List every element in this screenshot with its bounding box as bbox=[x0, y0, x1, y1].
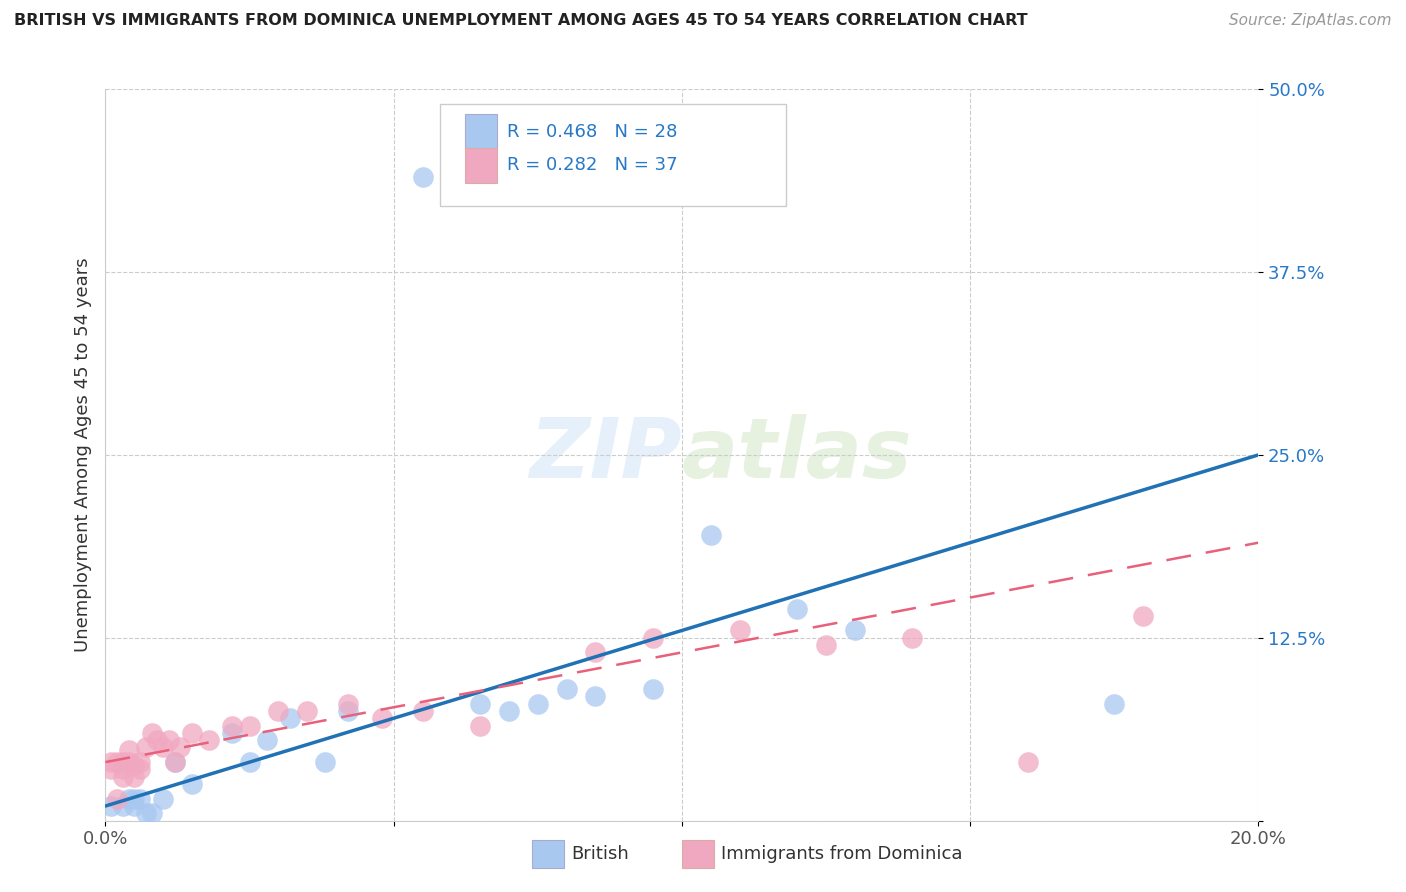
Point bbox=[526, 697, 548, 711]
Text: atlas: atlas bbox=[682, 415, 912, 495]
Text: ZIP: ZIP bbox=[529, 415, 682, 495]
Point bbox=[297, 704, 319, 718]
Text: Immigrants from Dominica: Immigrants from Dominica bbox=[721, 846, 963, 863]
Point bbox=[135, 740, 157, 755]
Point bbox=[117, 791, 139, 805]
Point bbox=[111, 799, 134, 814]
Point bbox=[239, 718, 262, 732]
Point bbox=[1017, 755, 1039, 769]
Point bbox=[641, 681, 665, 696]
Point bbox=[100, 799, 122, 814]
Point bbox=[411, 704, 433, 718]
Point bbox=[141, 726, 163, 740]
Text: R = 0.282   N = 37: R = 0.282 N = 37 bbox=[506, 156, 678, 174]
Point bbox=[585, 690, 607, 704]
FancyBboxPatch shape bbox=[440, 103, 786, 206]
Point bbox=[221, 718, 243, 732]
Point bbox=[641, 631, 665, 645]
Point bbox=[411, 169, 433, 184]
Text: Source: ZipAtlas.com: Source: ZipAtlas.com bbox=[1229, 13, 1392, 29]
Point bbox=[129, 791, 152, 805]
Point bbox=[901, 631, 924, 645]
Point bbox=[124, 799, 146, 814]
Point bbox=[699, 528, 723, 542]
Point bbox=[163, 755, 186, 769]
Point bbox=[256, 733, 278, 747]
Point bbox=[141, 806, 163, 821]
Point bbox=[117, 755, 139, 769]
Point bbox=[1102, 697, 1125, 711]
Point bbox=[124, 758, 146, 772]
Point bbox=[135, 806, 157, 821]
Point bbox=[180, 777, 202, 791]
Point bbox=[314, 755, 336, 769]
Point bbox=[239, 755, 262, 769]
Point bbox=[157, 733, 180, 747]
Point bbox=[468, 697, 492, 711]
Point bbox=[105, 755, 128, 769]
Point bbox=[169, 740, 191, 755]
Point bbox=[124, 791, 146, 805]
Point bbox=[585, 645, 607, 659]
Bar bbox=[682, 840, 714, 868]
Point bbox=[129, 763, 152, 777]
Point bbox=[198, 733, 221, 747]
Point bbox=[1132, 608, 1154, 623]
Point bbox=[152, 740, 174, 755]
Point bbox=[111, 763, 134, 777]
Bar bbox=[465, 148, 498, 183]
Point bbox=[336, 704, 359, 718]
Text: BRITISH VS IMMIGRANTS FROM DOMINICA UNEMPLOYMENT AMONG AGES 45 TO 54 YEARS CORRE: BRITISH VS IMMIGRANTS FROM DOMINICA UNEM… bbox=[14, 13, 1028, 29]
Point bbox=[468, 718, 492, 732]
Point bbox=[129, 755, 152, 769]
Point bbox=[105, 791, 128, 805]
Point bbox=[100, 763, 122, 777]
Point bbox=[728, 624, 751, 638]
Point bbox=[844, 624, 866, 638]
Point bbox=[278, 711, 301, 725]
Point bbox=[555, 681, 578, 696]
Point bbox=[498, 704, 520, 718]
Point bbox=[111, 755, 134, 769]
Point bbox=[163, 755, 186, 769]
Point bbox=[815, 638, 838, 652]
Point bbox=[117, 743, 139, 757]
Point bbox=[180, 726, 202, 740]
Y-axis label: Unemployment Among Ages 45 to 54 years: Unemployment Among Ages 45 to 54 years bbox=[73, 258, 91, 652]
Bar bbox=[531, 840, 564, 868]
Point bbox=[336, 697, 359, 711]
Point bbox=[786, 601, 808, 615]
Text: British: British bbox=[571, 846, 628, 863]
Point bbox=[111, 770, 134, 784]
Point bbox=[371, 711, 394, 725]
Point bbox=[152, 791, 174, 805]
Point bbox=[221, 726, 243, 740]
Text: R = 0.468   N = 28: R = 0.468 N = 28 bbox=[506, 122, 678, 141]
Point bbox=[146, 733, 169, 747]
Point bbox=[124, 770, 146, 784]
Point bbox=[267, 704, 290, 718]
Point bbox=[100, 755, 122, 769]
Bar bbox=[465, 114, 498, 149]
